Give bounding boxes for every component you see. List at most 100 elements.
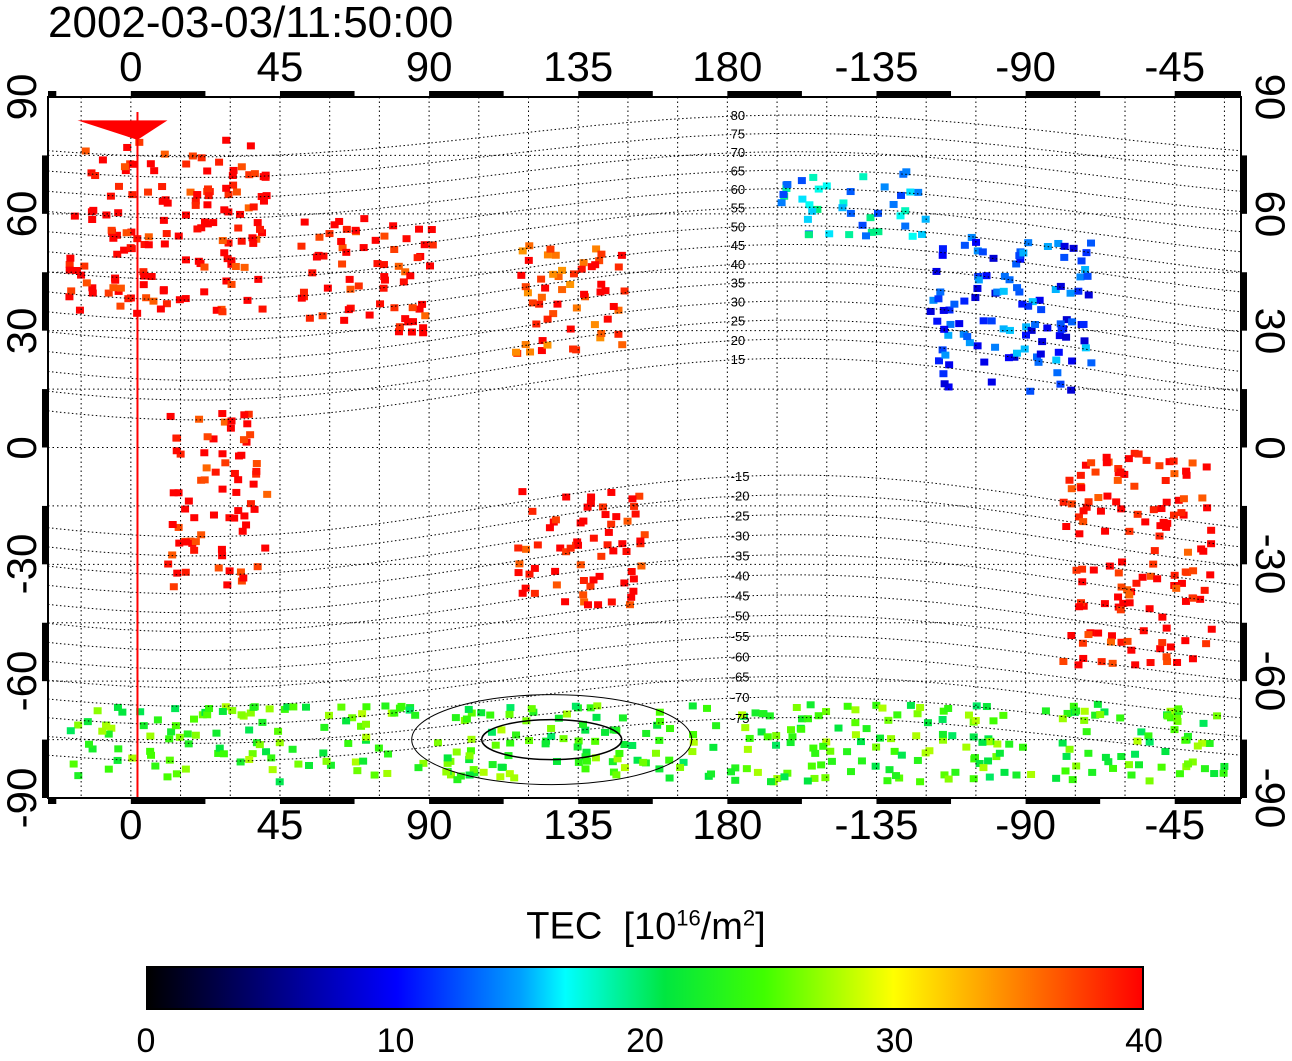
tec-pixel bbox=[783, 181, 792, 189]
tec-pixel bbox=[406, 272, 415, 280]
tec-pixel bbox=[174, 232, 183, 240]
tec-pixel bbox=[866, 214, 875, 222]
tec-pixel bbox=[1072, 762, 1081, 770]
tec-pixel bbox=[240, 263, 249, 271]
tec-pixel bbox=[320, 723, 329, 731]
tec-pixel bbox=[289, 703, 298, 711]
contour-label: 20 bbox=[731, 333, 745, 348]
tec-pixel bbox=[1149, 506, 1158, 514]
tec-pixel bbox=[603, 315, 612, 323]
tec-pixel bbox=[160, 240, 169, 248]
tec-pixel bbox=[595, 257, 604, 265]
tec-pixel bbox=[908, 232, 917, 240]
tec-pixel bbox=[234, 476, 243, 484]
tec-pixel bbox=[562, 710, 571, 718]
tec-pixel bbox=[237, 237, 246, 245]
tec-pixel bbox=[1079, 320, 1088, 328]
tec-pixel bbox=[618, 341, 627, 349]
tec-pixel bbox=[612, 771, 621, 779]
frame-segment bbox=[727, 798, 802, 804]
contour-line bbox=[48, 696, 1241, 744]
tec-pixel bbox=[636, 537, 645, 545]
tec-pixel bbox=[200, 263, 209, 271]
contour-label: -30 bbox=[731, 528, 750, 543]
tec-pixel bbox=[1145, 738, 1154, 746]
latitude-tick-label: -30 bbox=[1247, 533, 1292, 595]
tec-pixel bbox=[230, 469, 239, 477]
tec-pixel bbox=[466, 747, 475, 755]
tec-pixel bbox=[120, 246, 129, 254]
tec-pixel bbox=[112, 231, 121, 239]
tec-pixel bbox=[65, 266, 74, 274]
tec-pixel bbox=[1107, 632, 1116, 640]
tec-pixel bbox=[962, 743, 971, 751]
tec-pixel bbox=[538, 337, 547, 345]
tec-pixel bbox=[1056, 320, 1065, 328]
tec-pixel bbox=[918, 230, 927, 238]
tec-pixel bbox=[569, 270, 578, 278]
tec-pixel bbox=[197, 154, 206, 162]
tec-pixel bbox=[1079, 602, 1088, 610]
tec-pixel bbox=[1166, 707, 1175, 715]
tec-pixel bbox=[851, 719, 860, 727]
tec-pixel bbox=[1157, 505, 1166, 513]
colorbar-tick-label: 10 bbox=[376, 1022, 415, 1060]
tec-pixel bbox=[88, 284, 97, 292]
tec-pixel bbox=[245, 726, 254, 734]
tec-pixel bbox=[763, 733, 772, 741]
tec-pixel bbox=[951, 768, 960, 776]
tec-pixel bbox=[1100, 708, 1109, 716]
tec-pixel bbox=[558, 266, 567, 274]
tec-pixel bbox=[772, 732, 781, 740]
tec-pixel bbox=[1114, 593, 1123, 601]
tec-pixel bbox=[1053, 369, 1062, 377]
tec-pixel bbox=[510, 774, 519, 782]
latitude-tick-label: 0 bbox=[0, 435, 45, 460]
colorbar-tick-label: 30 bbox=[875, 1022, 914, 1060]
tec-pixel bbox=[1087, 239, 1096, 247]
tec-pixel bbox=[1199, 719, 1208, 727]
tec-pixel bbox=[601, 728, 610, 736]
tec-pixel bbox=[175, 733, 184, 741]
tec-pixel bbox=[655, 708, 664, 716]
tec-pixel bbox=[741, 724, 750, 732]
tec-pixel bbox=[591, 737, 600, 745]
frame-segment bbox=[1241, 389, 1247, 448]
tec-pixel bbox=[246, 431, 255, 439]
tec-pixel bbox=[1113, 476, 1122, 484]
tec-pixel bbox=[231, 262, 240, 270]
tec-pixel bbox=[360, 215, 369, 223]
tec-pixel bbox=[128, 191, 137, 199]
tec-pixel bbox=[409, 318, 418, 326]
tec-pixel bbox=[487, 728, 496, 736]
tec-pixel bbox=[1133, 510, 1142, 518]
tec-pixel bbox=[74, 772, 83, 780]
tec-pixel bbox=[1207, 526, 1216, 534]
tec-pixel bbox=[893, 711, 902, 719]
tec-pixel bbox=[1200, 586, 1209, 594]
tec-pixel bbox=[1022, 323, 1031, 331]
tec-pixel bbox=[878, 704, 887, 712]
contour-line bbox=[48, 357, 1241, 421]
tec-pixel bbox=[987, 378, 996, 386]
tec-pixel bbox=[518, 488, 527, 496]
tec-pixel bbox=[1087, 359, 1096, 367]
tec-pixel bbox=[254, 275, 263, 283]
tec-pixel bbox=[452, 748, 461, 756]
tec-pixel bbox=[1196, 595, 1205, 603]
tec-pixel bbox=[543, 251, 552, 259]
tec-pixel bbox=[978, 248, 987, 256]
tec-pixel bbox=[1062, 333, 1071, 341]
tec-pixel bbox=[765, 712, 774, 720]
tec-pixel bbox=[1169, 511, 1178, 519]
contour-ellipse bbox=[411, 694, 693, 786]
tec-pixel bbox=[1182, 467, 1191, 475]
tec-pixel bbox=[83, 718, 92, 726]
tec-pixel bbox=[1019, 249, 1028, 257]
tec-pixel bbox=[938, 251, 947, 259]
latitude-tick-label: 60 bbox=[1247, 190, 1292, 238]
tec-pixel bbox=[897, 191, 906, 199]
tec-pixel bbox=[268, 766, 277, 774]
tec-pixel bbox=[1088, 768, 1097, 776]
tec-pixel bbox=[184, 497, 193, 505]
